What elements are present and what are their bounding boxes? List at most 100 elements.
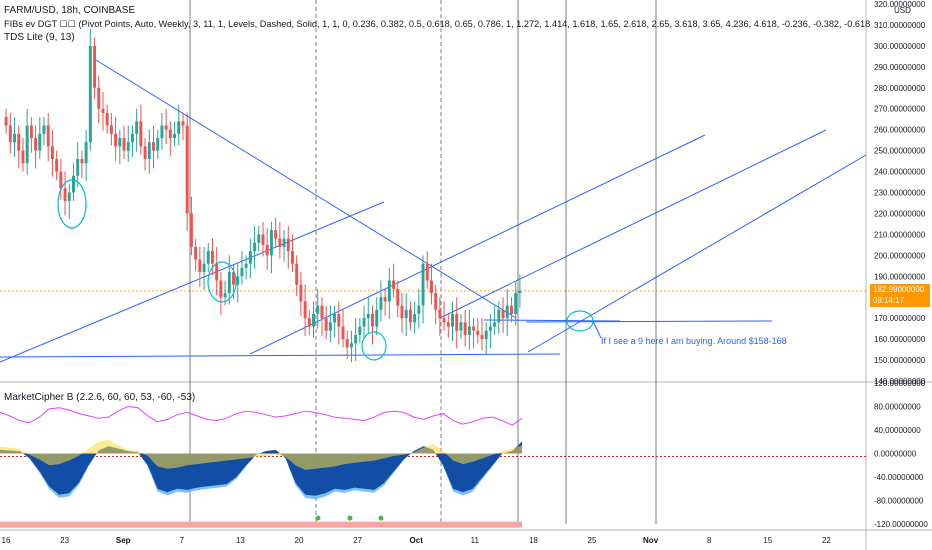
candle-body — [223, 293, 227, 298]
price-tick-label: 250.00000000 — [874, 147, 926, 156]
candle-body — [493, 322, 497, 327]
candle-body — [421, 263, 425, 306]
candle-body — [118, 138, 122, 147]
setup-circle-2 — [207, 261, 237, 303]
candle-body — [400, 305, 404, 319]
candle-body — [265, 244, 269, 256]
candle-body — [392, 280, 396, 289]
candle-body — [189, 213, 193, 247]
buy-dot — [347, 515, 353, 521]
time-tick-label: 16 — [2, 536, 11, 545]
candle-body — [101, 108, 105, 113]
price-tick-label: 270.00000000 — [874, 105, 926, 114]
trendlines — [0, 59, 867, 363]
price-tick-label: 260.00000000 — [874, 126, 926, 135]
price-tick-label: 310.00000000 — [874, 21, 926, 30]
price-tick-label: 160.00000000 — [874, 335, 926, 344]
candle-body — [219, 280, 223, 298]
time-tick-label: 25 — [588, 536, 597, 545]
annotation-pointer — [592, 320, 602, 339]
candle-body — [307, 318, 311, 327]
candle-body — [227, 272, 231, 294]
candle-countdown: 03:14:17 — [870, 295, 930, 307]
candle-body — [459, 322, 463, 331]
price-tick-label: 280.00000000 — [874, 84, 926, 93]
candle-body — [345, 339, 349, 348]
indicator-tick-label: -120.00000000 — [874, 520, 928, 529]
candle-body — [4, 117, 8, 126]
candle-body — [17, 133, 21, 151]
candle-body — [232, 272, 235, 285]
candle-body — [25, 125, 29, 164]
time-axis: 16 23 Sep 7 13 20 27 Oct 11 18 25 Nov 8 15 22 — [2, 536, 832, 545]
candle-body — [299, 284, 303, 302]
price-tick-label: 210.00000000 — [874, 230, 926, 239]
candle-body — [349, 343, 353, 348]
candle-body — [181, 121, 185, 126]
bottom-band — [0, 521, 522, 528]
candle-body — [387, 280, 391, 302]
candle-body — [518, 290, 522, 294]
time-tick-label: Oct — [410, 536, 424, 545]
price-tick-label: 140.00000000 — [874, 377, 926, 386]
candle-body — [206, 251, 210, 264]
candle-body — [291, 251, 294, 264]
indicator-tick-label: -80.00000000 — [874, 497, 924, 506]
candle-body — [396, 288, 400, 306]
time-tick-label: 20 — [295, 536, 304, 545]
candle-body — [476, 330, 480, 335]
candle-body — [514, 293, 518, 314]
indicator-tick-label: 120.00000000 — [874, 379, 926, 388]
time-tick-label: 18 — [529, 536, 538, 545]
candle-body — [105, 112, 109, 126]
candle-body — [358, 326, 362, 335]
candle-body — [505, 305, 509, 319]
candle-body — [337, 313, 341, 327]
trendline — [0, 353, 561, 358]
candle-body — [341, 326, 345, 340]
price-tick-label: 170.00000000 — [874, 314, 926, 323]
candle-body — [109, 125, 113, 134]
candles — [4, 29, 522, 363]
candle-body — [147, 142, 151, 159]
price-tick-label: 240.00000000 — [874, 168, 926, 177]
candle-body — [215, 263, 219, 281]
candle-body — [303, 301, 307, 319]
candle-body — [168, 129, 172, 139]
candle-body — [173, 133, 177, 139]
wave-trend-dark — [0, 441, 522, 496]
candle-body — [501, 309, 505, 319]
time-tick-label: 7 — [180, 536, 185, 545]
candle-body — [451, 313, 454, 327]
candle-body — [274, 230, 278, 239]
candle-body — [42, 125, 46, 134]
candle-body — [63, 188, 67, 201]
candle-body — [484, 330, 488, 340]
candle-body — [253, 242, 257, 252]
price-tick-label: 200.00000000 — [874, 251, 926, 260]
candle-body — [371, 313, 374, 327]
candle-body — [80, 158, 84, 164]
symbol-legend: FARM/USD, 18h, COINBASE — [4, 5, 136, 16]
trendline — [525, 320, 773, 323]
candle-body — [198, 259, 202, 273]
candle-body — [160, 125, 164, 139]
indicator-tick-label: 40.00000000 — [874, 426, 921, 435]
candle-body — [429, 280, 433, 294]
candle-body — [286, 238, 290, 252]
candle-body — [497, 309, 501, 323]
trendline — [527, 154, 867, 353]
candle-body — [122, 138, 126, 151]
candle-body — [509, 305, 513, 314]
candle-body — [126, 142, 130, 151]
candle-body — [67, 192, 71, 201]
tds-indicator-legend: TDS Lite (9, 13) — [4, 32, 75, 43]
candle-body — [362, 318, 366, 327]
time-tick-label: Nov — [643, 536, 659, 545]
price-tick-label: 290.00000000 — [874, 63, 926, 72]
candle-body — [366, 313, 370, 319]
candle-body — [316, 305, 320, 314]
time-tick-label: 23 — [60, 536, 69, 545]
candle-body — [446, 322, 450, 327]
